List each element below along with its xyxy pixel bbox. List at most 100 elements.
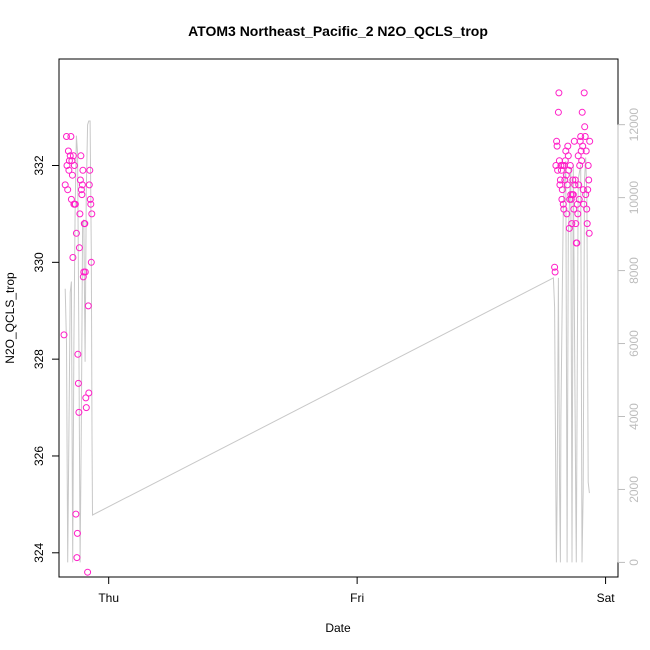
data-point (583, 220, 591, 228)
data-point (71, 200, 79, 208)
data-point (553, 142, 561, 150)
data-point (86, 166, 94, 174)
data-point (81, 220, 89, 228)
data-point (72, 229, 80, 237)
data-point (79, 166, 87, 174)
data-point (577, 133, 585, 140)
x-axis: Thu Fri Sat (98, 576, 616, 605)
y2-tick-label: 4000 (627, 403, 641, 430)
data-point (551, 268, 559, 276)
data-point (578, 157, 586, 165)
data-point (84, 302, 92, 310)
data-point (552, 162, 560, 169)
data-point (65, 166, 73, 174)
data-point (564, 152, 572, 160)
data-point (64, 147, 72, 155)
data-point (75, 244, 83, 252)
data-point (69, 254, 77, 261)
x-tick-label: Fri (350, 591, 364, 605)
data-point (88, 210, 96, 218)
y-tick-label: 326 (32, 446, 46, 466)
y2-tick-label: 12000 (627, 108, 641, 142)
data-point (558, 195, 566, 203)
data-point (81, 268, 89, 276)
data-point (72, 510, 80, 518)
data-point (85, 181, 93, 189)
line-series (64, 120, 590, 563)
y-axis-left: 324 326 328 330 332 (32, 155, 60, 563)
data-point (78, 191, 86, 199)
data-point (87, 200, 95, 208)
chart-title: ATOM3 Northeast_Pacific_2 N2O_QCLS_trop (188, 23, 488, 39)
data-point (575, 195, 583, 203)
data-point (584, 162, 592, 169)
data-point (73, 554, 81, 562)
y-axis-right: 0 2000 4000 6000 8000 10000 12000 (617, 108, 641, 566)
y-tick-label: 332 (32, 155, 46, 175)
data-point (557, 162, 565, 169)
data-point (570, 137, 578, 145)
x-axis-label: Date (325, 621, 351, 635)
y2-tick-label: 0 (627, 559, 641, 566)
data-point (582, 147, 590, 155)
data-point (561, 157, 569, 165)
data-point (66, 152, 74, 160)
data-point (577, 147, 585, 155)
altitude-line (64, 120, 590, 563)
data-point (580, 89, 588, 97)
data-point (579, 142, 587, 150)
data-point (565, 166, 573, 174)
data-point (571, 181, 579, 189)
data-point (73, 529, 81, 537)
data-point (575, 181, 583, 189)
y-tick-label: 330 (32, 252, 46, 272)
data-point (555, 89, 563, 97)
data-point (572, 220, 580, 228)
data-point (74, 379, 82, 387)
data-point (559, 200, 567, 208)
data-point (64, 186, 72, 194)
data-point (581, 133, 589, 140)
y2-tick-label: 8000 (627, 257, 641, 284)
data-point (573, 239, 581, 247)
data-point (77, 186, 85, 194)
data-point (556, 176, 564, 184)
data-point (584, 186, 592, 194)
data-point (67, 133, 75, 140)
data-point (84, 568, 92, 576)
data-point (580, 200, 588, 208)
data-point (585, 229, 593, 237)
data-point (63, 133, 70, 140)
y2-tick-label: 10000 (627, 181, 641, 215)
data-point (76, 210, 84, 218)
data-point (551, 263, 559, 271)
data-point (558, 186, 566, 194)
x-tick-label: Thu (98, 591, 119, 605)
data-point (571, 176, 579, 184)
data-point (74, 350, 82, 358)
data-point (554, 108, 562, 116)
data-point (566, 162, 574, 169)
plot-frame (58, 58, 619, 578)
data-point (554, 166, 562, 174)
data-point (578, 108, 586, 116)
data-point (69, 152, 77, 160)
data-point (585, 176, 593, 184)
data-point (581, 123, 589, 131)
y-tick-label: 328 (32, 349, 46, 369)
data-point (570, 205, 578, 213)
data-point (87, 258, 95, 266)
data-point (563, 210, 571, 218)
data-point (553, 137, 561, 145)
data-point (586, 137, 594, 145)
x-tick-label: Sat (597, 591, 616, 605)
y2-tick-label: 6000 (627, 330, 641, 357)
data-point (70, 162, 78, 169)
data-point (85, 389, 93, 397)
data-point (60, 331, 68, 339)
data-point (563, 181, 571, 189)
data-point (82, 394, 90, 402)
data-point (75, 408, 83, 416)
data-point (77, 152, 85, 160)
